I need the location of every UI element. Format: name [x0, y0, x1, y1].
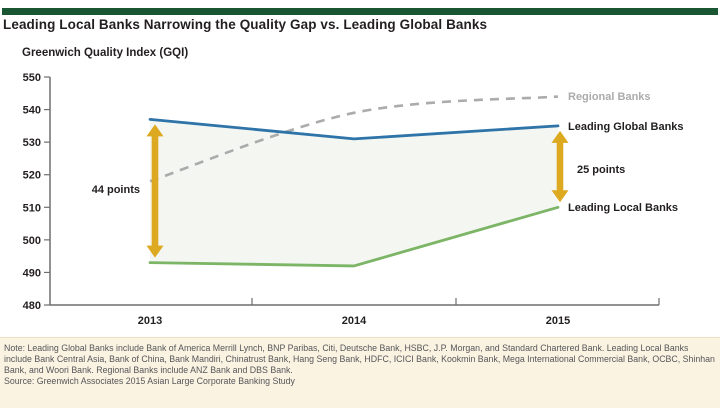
x-tick-label: 2013	[138, 315, 162, 327]
y-tick-label: 500	[23, 235, 41, 247]
accent-bar	[2, 8, 718, 15]
y-tick-label: 520	[23, 170, 41, 182]
y-tick-label: 510	[23, 202, 41, 214]
y-tick-label: 540	[23, 105, 41, 117]
gap-annotation-2013: 44 points	[91, 184, 140, 196]
gap-fill-area	[150, 119, 558, 266]
line-chart: 480 490 500 510 520 530 540 550 2013 2014 2015 Reg…	[0, 60, 720, 336]
gap-arrow-2015	[551, 130, 569, 203]
page-title: Leading Local Banks Narrowing the Qualit…	[3, 17, 488, 32]
series-line-leading-global-banks	[148, 117, 560, 141]
x-tick-label: 2015	[546, 315, 570, 327]
footnote-area: Note: Leading Global Banks include Bank …	[0, 337, 720, 408]
gap-annotation-2015: 25 points	[577, 164, 626, 176]
y-axis-title: Greenwich Quality Index (GQI)	[22, 47, 189, 59]
source-text: Source: Greenwich Associates 2015 Asian …	[4, 376, 295, 386]
series-line-regional-banks	[149, 95, 559, 183]
x-tick-label: 2014	[342, 315, 367, 327]
series-label-leading-local-banks: Leading Local Banks	[568, 202, 679, 214]
y-tick-label: 530	[23, 137, 41, 149]
y-tick-label: 490	[23, 267, 41, 279]
series-label-leading-global-banks: Leading Global Banks	[568, 121, 684, 133]
y-tick-label: 480	[23, 300, 41, 312]
series-label-regional-banks: Regional Banks	[568, 91, 651, 103]
note-text: Note: Leading Global Banks include Bank …	[4, 343, 715, 375]
y-tick-label: 550	[23, 72, 41, 84]
series-line-leading-local-banks	[148, 205, 560, 268]
chart-canvas: 480 490 500 510 520 530 540 550 2013 2014 2015	[23, 72, 660, 327]
gap-arrow-2013	[146, 124, 164, 258]
